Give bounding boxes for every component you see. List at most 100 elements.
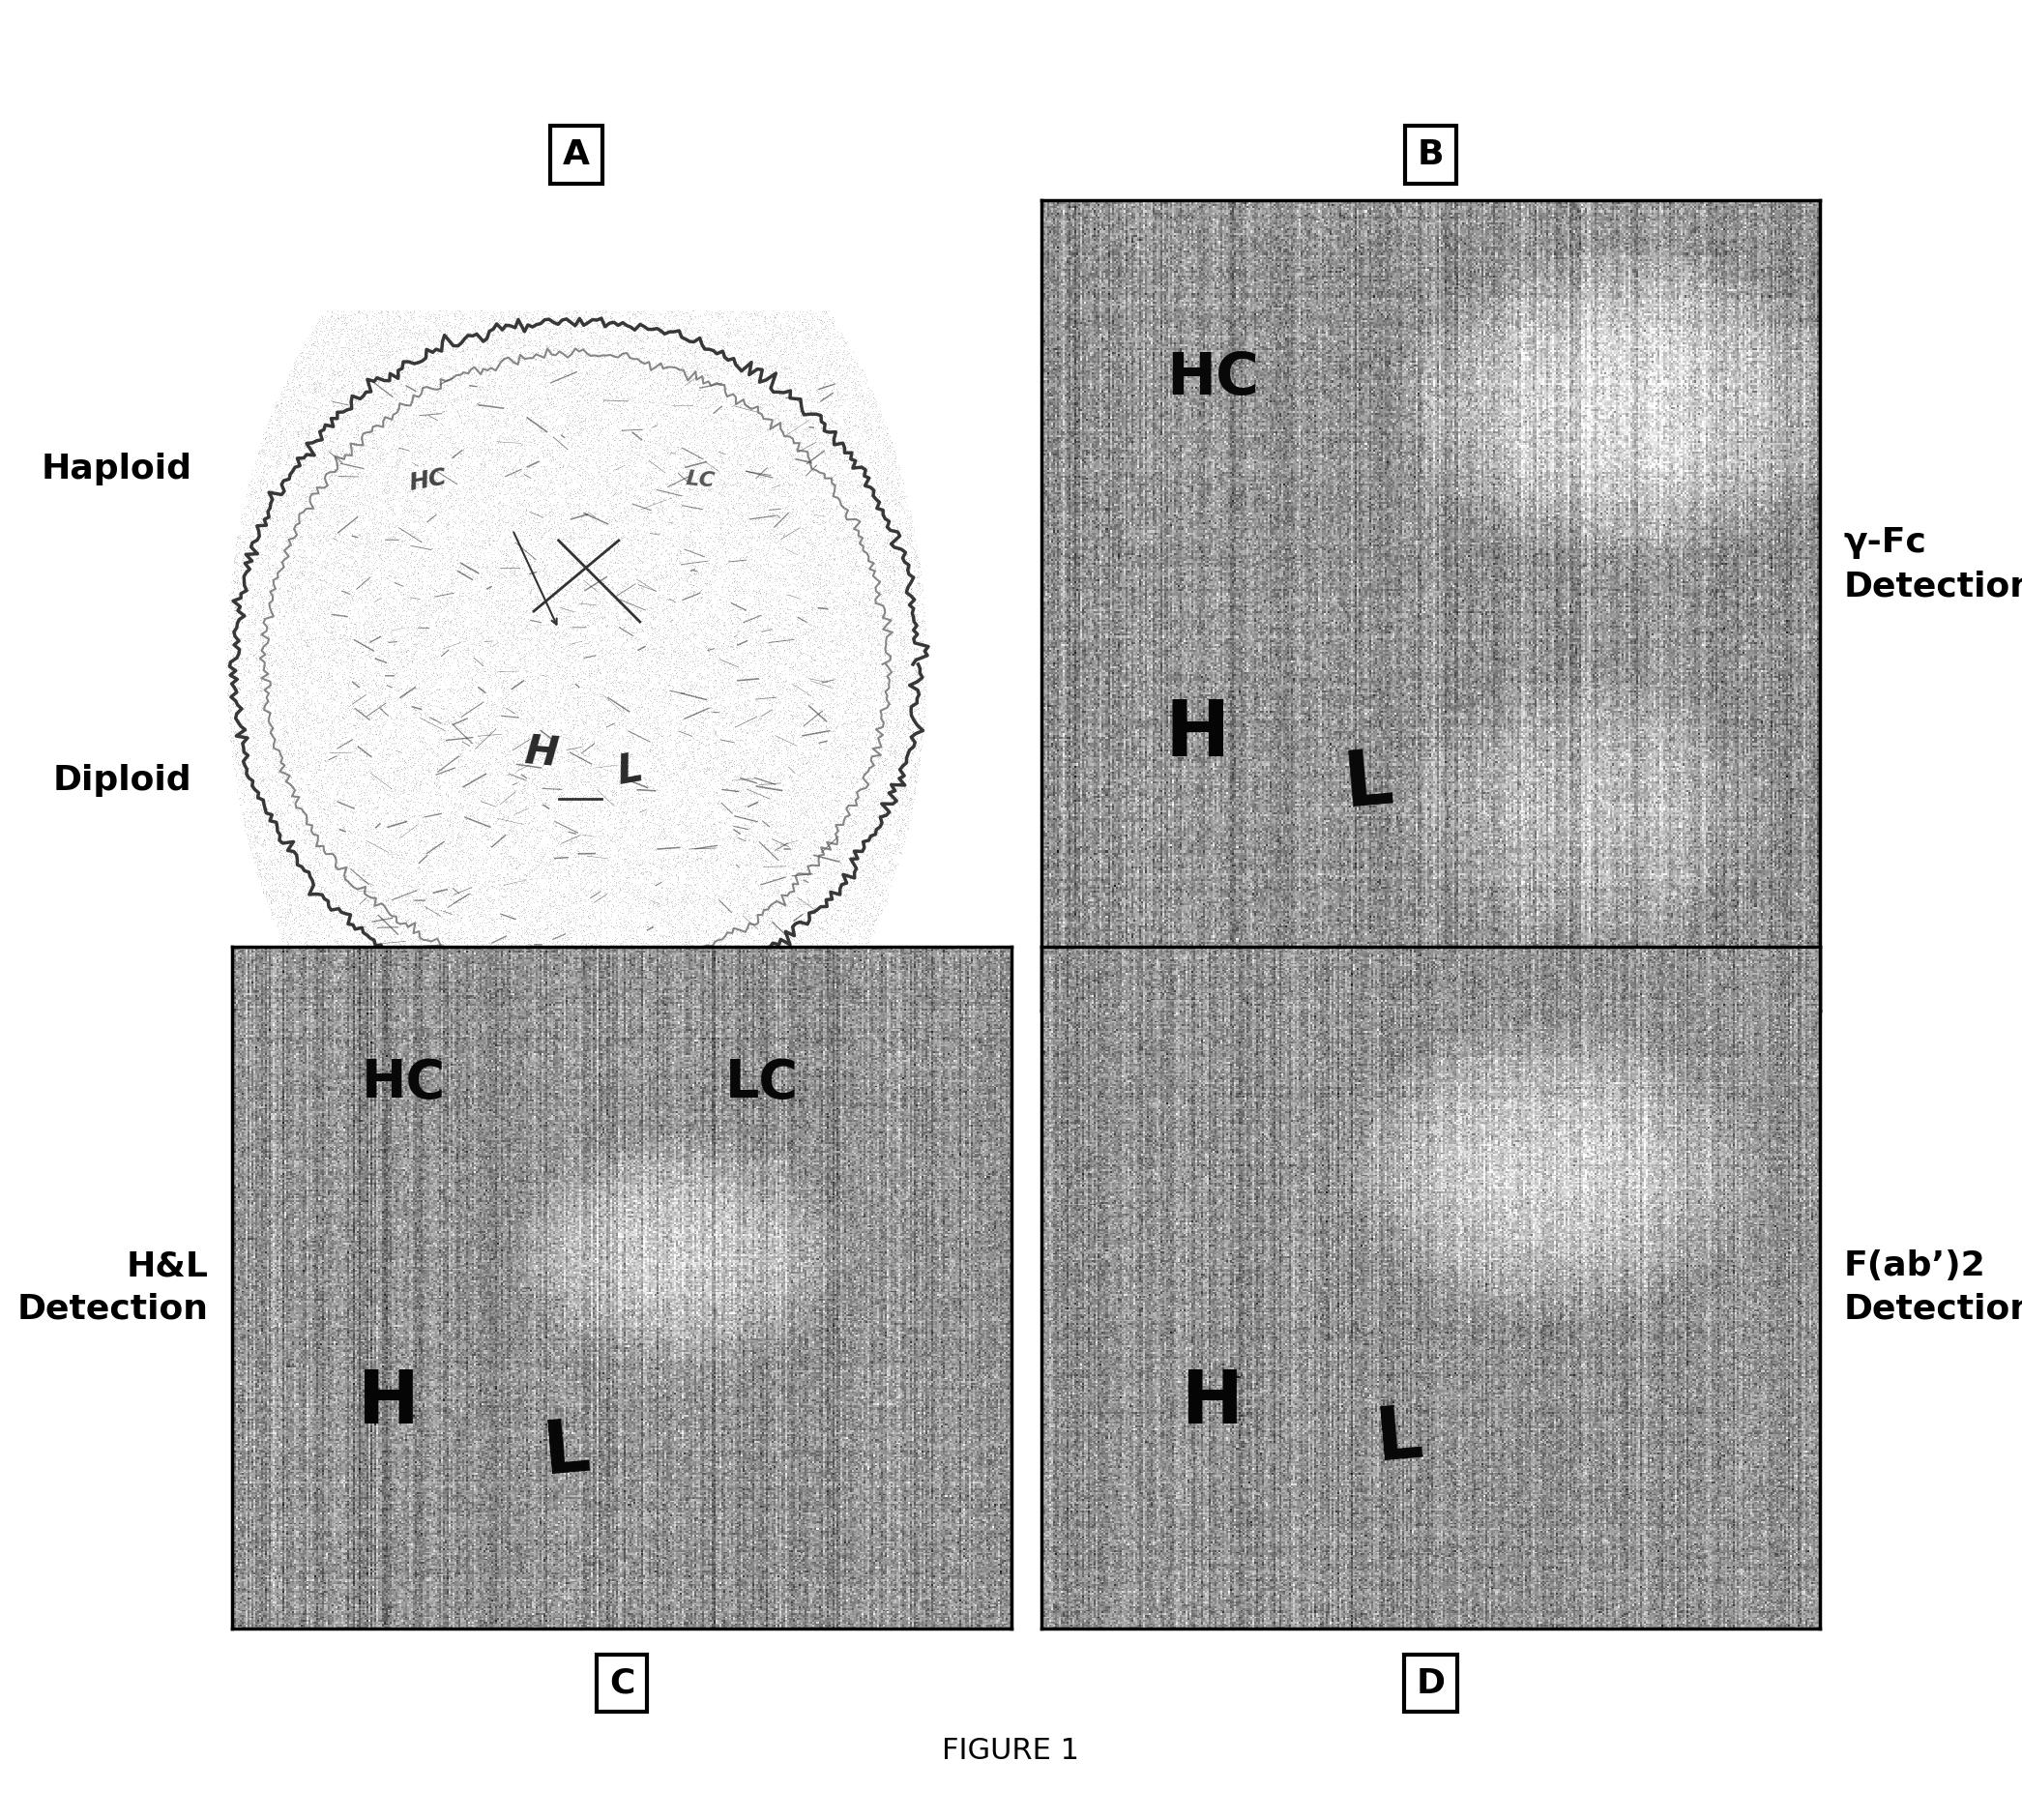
Point bbox=[473, 382, 506, 411]
Point bbox=[789, 490, 821, 519]
Point bbox=[641, 430, 673, 459]
Point bbox=[750, 366, 783, 395]
Point bbox=[706, 331, 738, 360]
Point bbox=[344, 828, 376, 857]
Point bbox=[886, 551, 918, 581]
Point bbox=[805, 342, 837, 371]
Point bbox=[431, 961, 463, 990]
Point bbox=[623, 883, 655, 912]
Point bbox=[582, 311, 615, 340]
Point bbox=[532, 741, 564, 770]
Point bbox=[865, 582, 898, 612]
Point bbox=[548, 719, 580, 748]
Point bbox=[880, 570, 912, 599]
Point bbox=[406, 692, 439, 721]
Point bbox=[687, 508, 720, 537]
Point bbox=[503, 996, 536, 1025]
Point bbox=[821, 784, 853, 814]
Point bbox=[447, 473, 479, 502]
Point bbox=[580, 391, 613, 420]
Point bbox=[524, 753, 556, 783]
Point bbox=[813, 508, 845, 537]
Point bbox=[364, 764, 396, 794]
Point bbox=[506, 502, 538, 531]
Point bbox=[552, 493, 584, 522]
Point bbox=[795, 850, 827, 879]
Point bbox=[483, 977, 516, 1006]
Point bbox=[839, 950, 871, 979]
Point bbox=[736, 970, 768, 999]
Point bbox=[732, 431, 764, 460]
Point bbox=[667, 502, 700, 531]
Point bbox=[400, 772, 433, 801]
Point bbox=[661, 480, 694, 510]
Point bbox=[453, 832, 485, 861]
Point bbox=[570, 928, 603, 957]
Point bbox=[267, 701, 299, 730]
Point bbox=[548, 657, 580, 686]
Point bbox=[586, 588, 619, 617]
Point bbox=[809, 741, 841, 770]
Point bbox=[344, 741, 376, 770]
Point bbox=[758, 521, 791, 550]
Point bbox=[817, 801, 849, 830]
Point bbox=[712, 359, 744, 388]
Point bbox=[819, 959, 851, 988]
Point bbox=[880, 728, 912, 757]
Point bbox=[265, 391, 297, 420]
Point bbox=[687, 692, 720, 721]
Point bbox=[384, 917, 417, 946]
Point bbox=[388, 903, 421, 932]
Point bbox=[526, 411, 558, 440]
Point bbox=[572, 417, 605, 446]
Point bbox=[475, 382, 508, 411]
Point bbox=[754, 513, 787, 542]
Point bbox=[520, 504, 552, 533]
Point bbox=[437, 448, 469, 477]
Point bbox=[770, 970, 803, 999]
Point bbox=[869, 706, 902, 735]
Point bbox=[404, 948, 437, 977]
Point bbox=[427, 726, 459, 755]
Point bbox=[752, 677, 785, 706]
Point bbox=[859, 491, 892, 521]
Point bbox=[892, 692, 924, 721]
Point bbox=[489, 912, 522, 941]
Point bbox=[245, 695, 277, 724]
Point bbox=[665, 437, 698, 466]
Point bbox=[732, 641, 764, 670]
Point bbox=[439, 386, 471, 415]
Point bbox=[847, 866, 880, 895]
Point bbox=[641, 561, 673, 590]
Point bbox=[309, 420, 342, 450]
Point bbox=[455, 424, 487, 453]
Point bbox=[467, 713, 499, 743]
Point bbox=[324, 521, 356, 550]
Point bbox=[700, 326, 732, 355]
Point bbox=[358, 764, 390, 794]
Point bbox=[823, 351, 855, 380]
Point bbox=[586, 850, 619, 879]
Point bbox=[469, 506, 501, 535]
Point bbox=[253, 451, 285, 480]
Point bbox=[261, 810, 293, 839]
Point bbox=[417, 329, 449, 359]
Point bbox=[338, 746, 370, 775]
Point bbox=[394, 956, 427, 985]
Point bbox=[400, 333, 433, 362]
Point bbox=[473, 335, 506, 364]
Point bbox=[698, 501, 730, 530]
Point bbox=[819, 974, 851, 1003]
Point bbox=[445, 919, 477, 948]
Point bbox=[853, 697, 886, 726]
Point bbox=[419, 890, 451, 919]
Point bbox=[297, 803, 330, 832]
Point bbox=[878, 566, 910, 595]
Point bbox=[499, 329, 532, 359]
Point bbox=[805, 615, 837, 644]
Point bbox=[437, 744, 469, 774]
Point bbox=[659, 531, 692, 561]
Point bbox=[694, 420, 726, 450]
Point bbox=[681, 562, 714, 592]
Point bbox=[295, 666, 328, 695]
